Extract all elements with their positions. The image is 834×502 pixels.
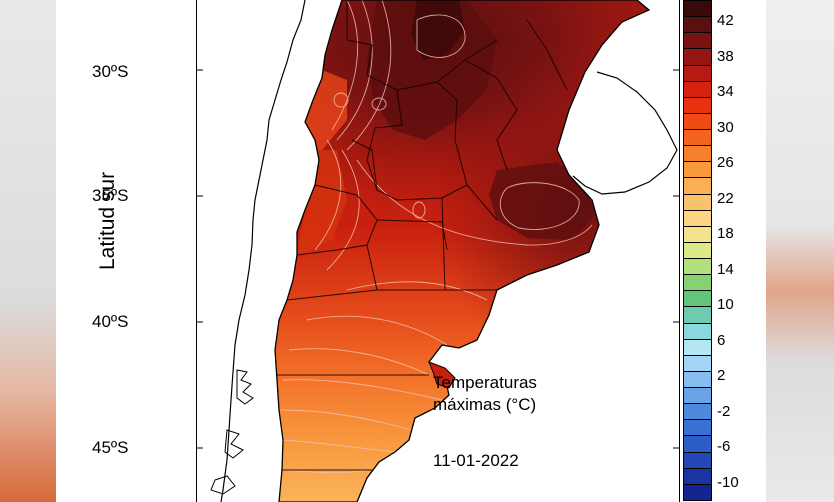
color-scale-cell [683, 209, 712, 227]
lat-label-35: 35ºS [92, 186, 129, 205]
argentina-outline [274, 0, 651, 502]
right-ticks [673, 69, 679, 449]
color-scale-cell [683, 225, 712, 243]
color-scale-label: 38 [717, 47, 734, 65]
color-scale-cell [683, 387, 712, 405]
background-blur-right [766, 0, 834, 502]
color-scale-cell [683, 274, 712, 292]
temperature-map: Temperaturas máximas (°C) 11-01-2022 [196, 0, 680, 502]
color-scale-cell [683, 370, 712, 389]
color-scale-cell [683, 0, 712, 18]
color-scale-cell [683, 145, 712, 163]
color-scale-cell [683, 290, 712, 308]
color-scale-label: 14 [717, 260, 734, 278]
color-scale-cell [683, 241, 712, 260]
color-scale-cell [683, 354, 712, 372]
map-title-line2: máximas (°C) [433, 395, 537, 414]
color-scale-cell [683, 96, 712, 114]
map-canvas [197, 0, 679, 502]
map-title-line1: Temperaturas [433, 373, 537, 392]
color-scale-cell [683, 322, 712, 340]
uruguay-coastline [572, 71, 678, 195]
lat-label-40: 40ºS [92, 312, 129, 331]
province-borders [275, 0, 568, 471]
color-scale-cell [683, 177, 712, 195]
color-scale-label: 34 [717, 83, 734, 100]
color-scale-label: 30 [717, 118, 734, 136]
color-scale-cell [683, 419, 712, 437]
color-scale-cell [683, 48, 712, 66]
color-scale-cell [683, 112, 712, 131]
color-scale-cell [683, 467, 712, 485]
color-scale-cell [683, 483, 712, 501]
background-blur-left [0, 0, 56, 502]
color-scale-label: 10 [717, 296, 734, 313]
color-scale-cell [683, 32, 712, 50]
color-scale-cell [683, 193, 712, 211]
color-scale-cell [683, 129, 712, 147]
color-scale-label: 42 [717, 12, 734, 29]
color-scale-label: -2 [717, 402, 731, 420]
chile-coast-islands [210, 369, 254, 495]
color-scale-cell [683, 80, 712, 98]
color-scale-bar [683, 0, 714, 502]
color-scale-cell [683, 258, 712, 276]
color-scale-cell [683, 306, 712, 324]
lat-label-45: 45ºS [92, 438, 129, 457]
color-scale-cell [683, 161, 712, 179]
color-scale-label: 2 [717, 367, 726, 384]
peninsula-valdes [428, 361, 456, 389]
color-scale-label: -6 [717, 438, 731, 455]
map-panel: Latitud sur 30ºS 35ºS 40ºS 45ºS [56, 0, 766, 502]
color-scale-cell [683, 64, 712, 82]
lat-label-30: 30ºS [92, 62, 129, 81]
color-scale-cell [683, 338, 712, 356]
map-date: 11-01-2022 [433, 451, 519, 470]
color-scale-cell [683, 435, 712, 453]
color-scale-label: 6 [717, 331, 726, 349]
chile-coastline [220, 0, 306, 502]
color-scale-label: 18 [717, 225, 734, 242]
color-scale-cell [683, 16, 712, 34]
color-scale-label: -10 [717, 473, 739, 491]
color-scale-cell [683, 451, 712, 469]
color-scale-label: 22 [717, 189, 734, 207]
left-ticks [197, 69, 203, 449]
color-scale-cell [683, 403, 712, 421]
color-scale-label: 26 [717, 154, 734, 171]
